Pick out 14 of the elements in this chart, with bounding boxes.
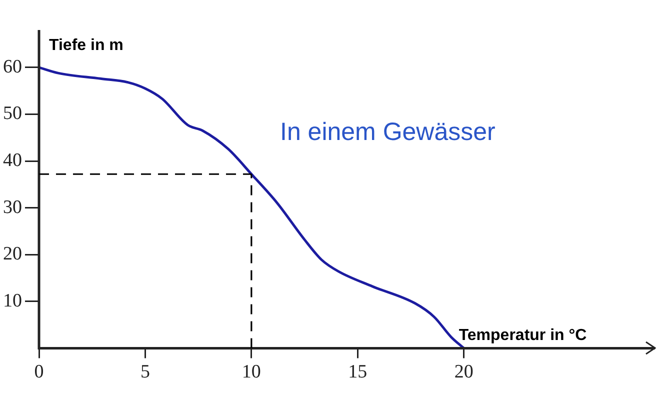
y-tick-label: 40: [3, 150, 22, 172]
y-tick-label: 10: [3, 290, 22, 312]
y-tick-label: 60: [3, 56, 22, 78]
x-tick-label: 10: [242, 362, 261, 383]
y-tick-label: 20: [3, 244, 22, 265]
y-tick-label: 50: [3, 103, 22, 124]
x-tick-label: 0: [34, 362, 44, 383]
x-tick-label: 5: [140, 362, 150, 383]
y-tick-label: 30: [3, 196, 22, 218]
annotation: In einem Gewässer: [280, 118, 496, 146]
y-axis-title: Tiefe in m: [49, 37, 124, 54]
x-tick-label: 20: [454, 362, 474, 383]
x-tick-label: 15: [348, 362, 368, 383]
x-axis-title: Temperatur in °C: [458, 327, 588, 344]
